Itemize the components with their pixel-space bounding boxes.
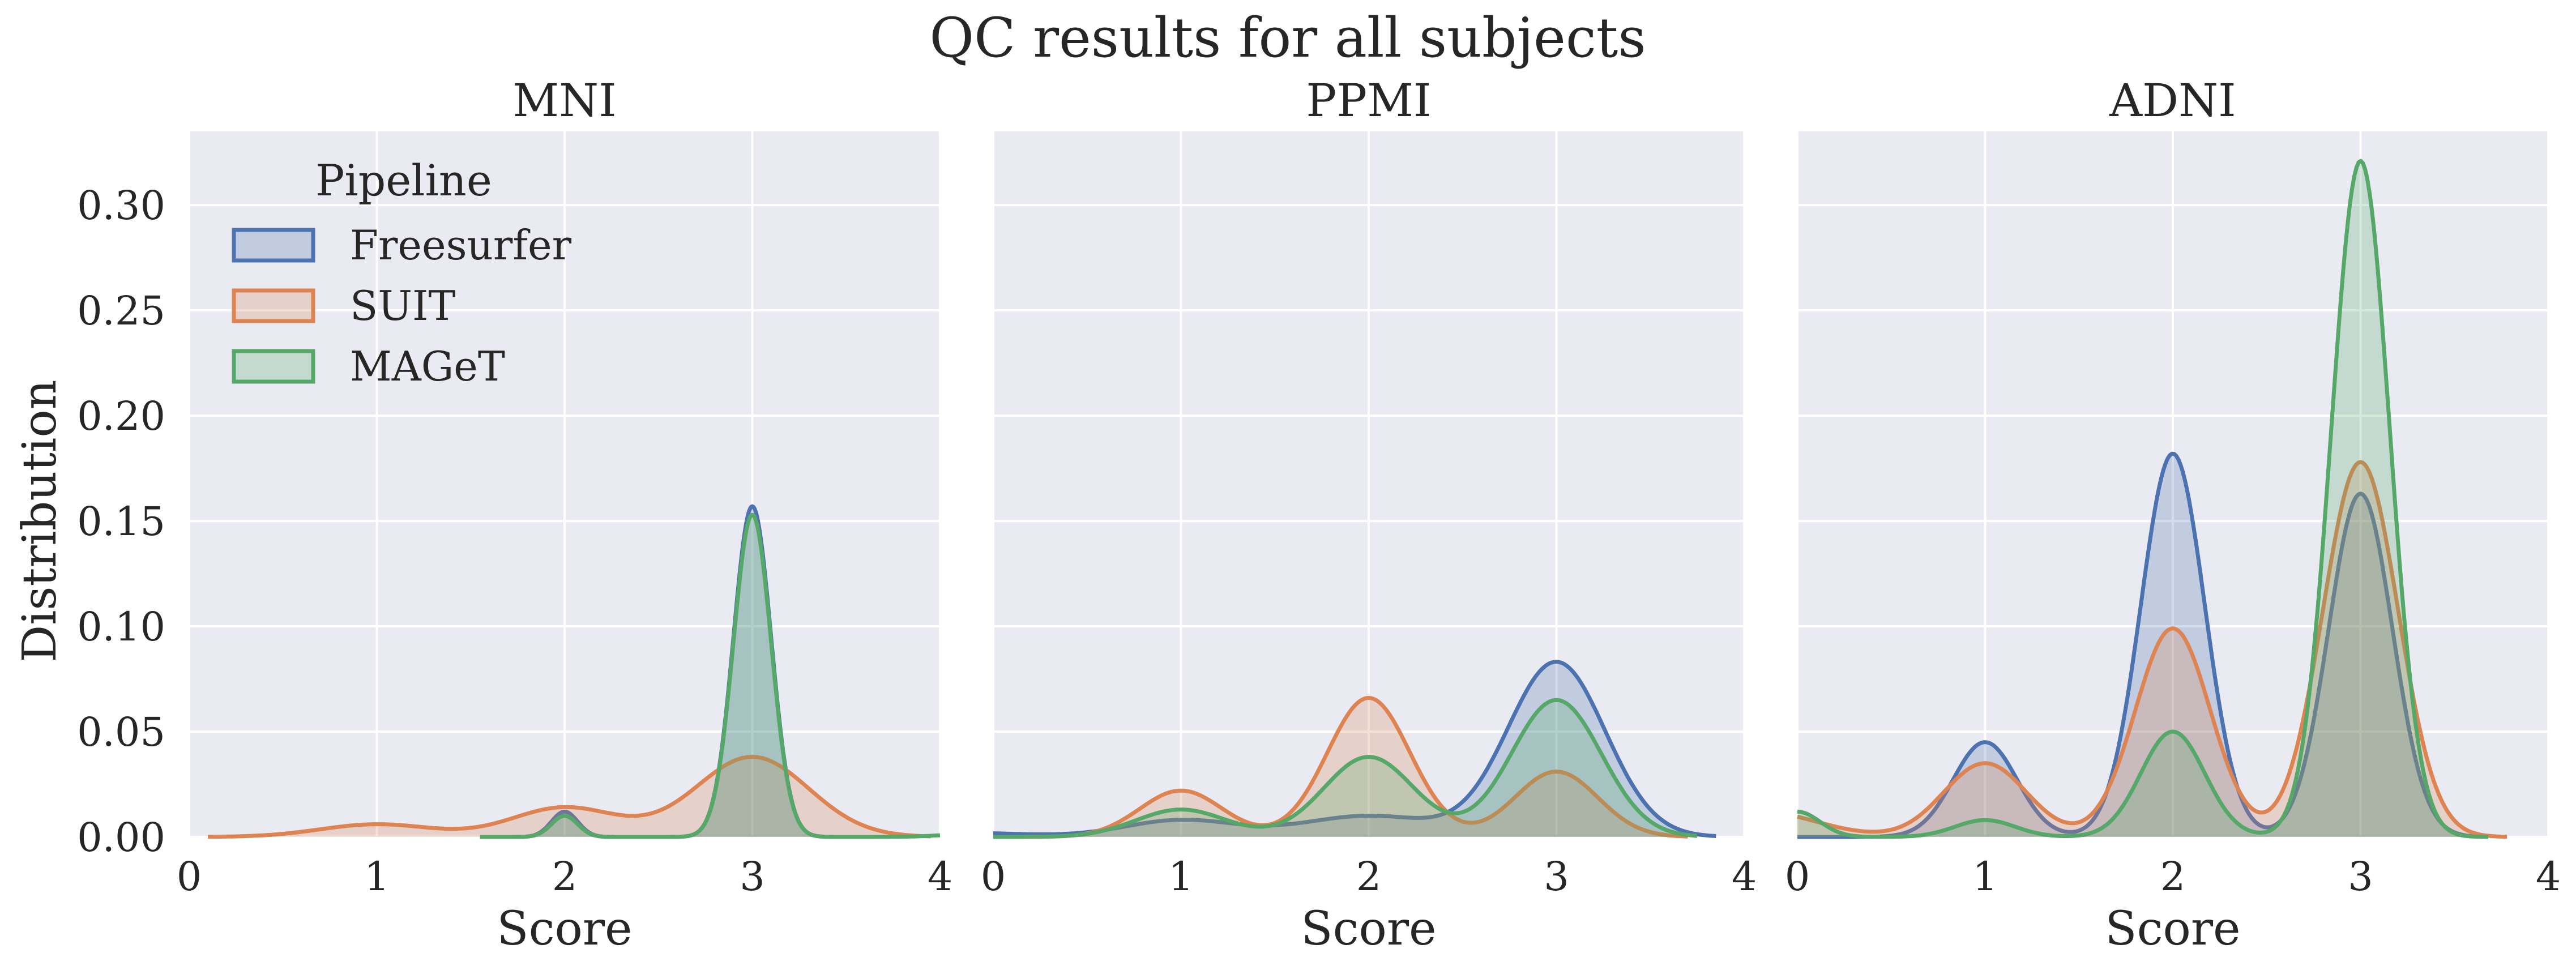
x-tick-label: 1 (1168, 853, 1194, 900)
panel-mni: MNI 0 1 2 3 4 Score 0.00 0.05 0.10 0.15 0.20 0.25 0.3… (77, 74, 952, 956)
x-tick-label: 1 (364, 853, 390, 900)
panel-adni: ADNI 0 1 2 3 4 Score (1785, 74, 2561, 956)
y-tick-label: 0.30 (77, 182, 165, 229)
legend-item-freesurfer: Freesurfer (232, 221, 572, 269)
x-tick-label: 2 (1356, 853, 1382, 900)
series-line-maget (479, 512, 941, 839)
x-tick-label: 0 (981, 853, 1006, 900)
legend-swatch (232, 349, 315, 384)
series-line-suit (1797, 460, 2507, 839)
series-area-maget (1797, 161, 2488, 837)
series-area-suit (993, 698, 1688, 837)
x-axis-label: Score (497, 902, 632, 956)
x-tick-label: 3 (740, 853, 765, 900)
y-tick-label: 0.00 (77, 814, 165, 861)
y-tick-label: 0.10 (77, 604, 165, 650)
x-tick-label: 4 (2536, 853, 2561, 900)
x-tick-label: 4 (1732, 853, 1757, 900)
series-line-suit (993, 696, 1688, 839)
legend-swatch (232, 228, 315, 263)
series-group (1797, 159, 2507, 839)
series-area-suit (1797, 462, 2507, 837)
x-tick-label: 3 (1544, 853, 1569, 900)
x-tick-label: 3 (2348, 853, 2373, 900)
x-tick-label: 0 (1785, 853, 1810, 900)
x-tick-label: 1 (1972, 853, 1998, 900)
series-line-maget (993, 698, 1698, 839)
legend-label: MAGeT (350, 343, 505, 390)
legend-title: Pipeline (315, 155, 492, 206)
series-area-freesurfer (993, 661, 1716, 837)
y-tick-label: 0.05 (77, 709, 165, 755)
x-axis-label: Score (2105, 902, 2240, 956)
legend-label: Freesurfer (350, 221, 572, 269)
legend-label: SUIT (350, 282, 455, 330)
series-group (993, 660, 1716, 839)
y-tick-label: 0.15 (77, 498, 165, 545)
series-line-freesurfer (1797, 451, 2483, 839)
series-area-suit (208, 757, 931, 837)
x-tick-label: 2 (552, 853, 578, 900)
panel-title: PPMI (1306, 74, 1431, 127)
x-tick-label: 2 (2160, 853, 2186, 900)
gridlines (188, 131, 941, 838)
panel-title: ADNI (2109, 74, 2236, 127)
legend-swatch (232, 288, 315, 323)
series-group (208, 504, 941, 839)
y-tick-label: 0.20 (77, 393, 165, 439)
y-axis-label: Distribution (13, 379, 67, 662)
gridlines (1796, 131, 2549, 838)
series-area-freesurfer (480, 506, 847, 837)
series-line-maget (1797, 159, 2488, 839)
panels: MNI 0 1 2 3 4 Score 0.00 0.05 0.10 0.15 0.20 0.25 0.3… (77, 74, 2561, 956)
figure-title: QC results for all subjects (929, 6, 1646, 70)
legend-item-suit: SUIT (232, 282, 455, 330)
legend: Pipeline Freesurfer SUIT MAGeT (232, 155, 572, 390)
panel-ppmi: PPMI 0 1 2 3 4 Score (981, 74, 1757, 956)
gridlines (992, 131, 1745, 838)
x-axis-label: Score (1301, 902, 1436, 956)
x-tick-label: 4 (928, 853, 953, 900)
series-line-suit (208, 755, 931, 839)
x-tick-label: 0 (177, 853, 202, 900)
legend-item-maget: MAGeT (232, 343, 505, 390)
y-tick-label: 0.25 (77, 288, 165, 334)
panel-title: MNI (512, 74, 617, 127)
